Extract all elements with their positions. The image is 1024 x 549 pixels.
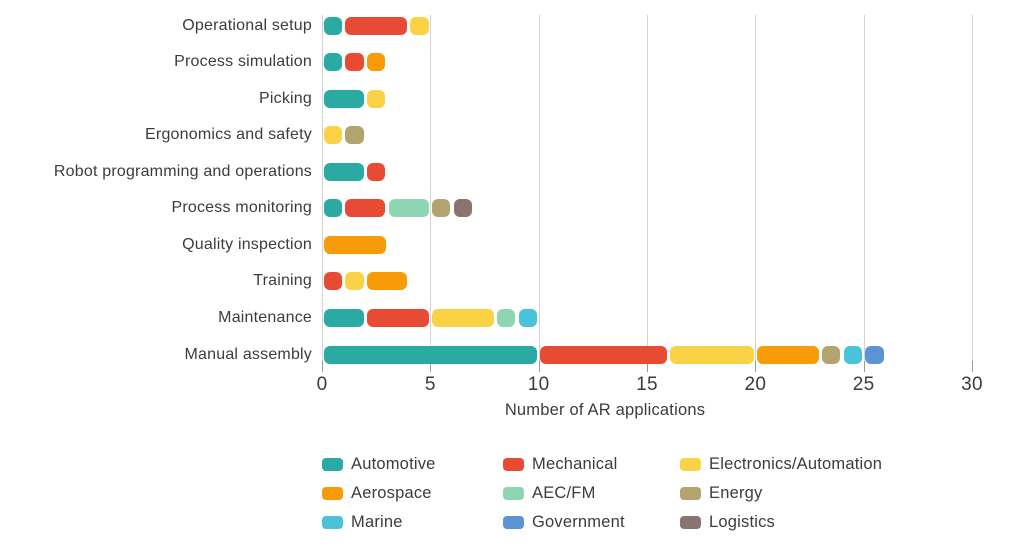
- bar-segment: [345, 199, 386, 218]
- category-label: Training: [253, 272, 312, 290]
- bar-segment: [366, 89, 386, 108]
- x-tick: [755, 361, 757, 372]
- x-tick-label: 20: [744, 374, 767, 395]
- category-label: Process simulation: [174, 53, 312, 71]
- gridline: [863, 15, 865, 361]
- legend-swatch: [503, 486, 524, 500]
- x-tick-label: 0: [316, 374, 328, 395]
- legend-label: Automotive: [351, 455, 436, 473]
- x-tick: [863, 361, 865, 372]
- gridline: [322, 15, 323, 361]
- bar-segment: [431, 199, 451, 218]
- legend-swatch: [680, 457, 701, 471]
- category-label: Process monitoring: [171, 199, 312, 217]
- bar-segment: [366, 162, 386, 181]
- x-tick: [430, 361, 432, 372]
- legend-swatch: [322, 515, 343, 529]
- category-label: Robot programming and operations: [53, 162, 312, 180]
- legend-swatch: [680, 515, 701, 529]
- bar-segment: [431, 308, 494, 327]
- legend-swatch: [680, 486, 701, 500]
- legend-swatch: [503, 457, 524, 471]
- bar-segment: [366, 308, 429, 327]
- x-axis-title: Number of AR applications: [504, 401, 706, 419]
- legend-label: Marine: [351, 513, 403, 531]
- bar-segment: [843, 345, 863, 364]
- bar-segment: [323, 345, 538, 364]
- bar-segment: [323, 199, 343, 218]
- bar-segment: [366, 272, 408, 291]
- category-label: Manual assembly: [184, 345, 312, 363]
- x-tick: [972, 361, 973, 372]
- legend-label: Aerospace: [351, 484, 432, 502]
- bar-segment: [388, 199, 429, 218]
- bar-segment: [410, 16, 429, 35]
- gridline: [647, 15, 648, 361]
- bar-segment: [345, 53, 364, 72]
- x-tick: [538, 361, 540, 372]
- bar-segment: [345, 272, 364, 291]
- x-tick: [322, 361, 323, 372]
- bar-segment: [323, 89, 364, 108]
- bar-segment: [345, 126, 364, 145]
- legend-swatch: [503, 515, 524, 529]
- bar-segment: [496, 308, 516, 327]
- bar-segment: [323, 53, 343, 72]
- legend-label: Electronics/Automation: [709, 455, 883, 473]
- bar-segment: [518, 308, 538, 327]
- bar-segment: [323, 16, 343, 35]
- bar-segment: [540, 345, 668, 364]
- x-tick-label: 15: [636, 374, 658, 395]
- bar-segment: [323, 235, 386, 254]
- legend-label: Energy: [709, 484, 763, 502]
- x-tick-label: 10: [527, 374, 550, 395]
- legend-swatch: [322, 457, 343, 471]
- bar-segment: [345, 16, 408, 35]
- category-label: Picking: [259, 89, 312, 107]
- category-label: Maintenance: [218, 308, 312, 326]
- bar-segment: [821, 345, 841, 364]
- bar-segment: [453, 199, 473, 218]
- category-label: Ergonomics and safety: [145, 126, 312, 144]
- bar-segment: [670, 345, 754, 364]
- x-tick-label: 25: [852, 374, 875, 395]
- legend-label: Logistics: [709, 513, 775, 531]
- gridline: [538, 15, 540, 361]
- bar-segment: [323, 308, 364, 327]
- bar-segment: [865, 345, 884, 364]
- legend-label: Government: [532, 513, 625, 531]
- category-label: Quality inspection: [182, 235, 312, 253]
- bar-segment: [323, 162, 364, 181]
- bar-segment: [756, 345, 819, 364]
- x-tick-label: 5: [424, 374, 436, 395]
- gridline: [972, 15, 973, 361]
- bar-segment: [366, 53, 386, 72]
- bar-segment: [323, 126, 343, 145]
- bar-segment: [323, 272, 343, 291]
- gridline: [430, 15, 432, 361]
- x-tick: [647, 361, 648, 372]
- category-label: Operational setup: [182, 16, 312, 34]
- gridline: [755, 15, 757, 361]
- legend-label: Mechanical: [532, 455, 618, 473]
- x-tick-label: 30: [961, 374, 983, 395]
- legend-label: AEC/FM: [532, 484, 596, 502]
- legend-swatch: [322, 486, 343, 500]
